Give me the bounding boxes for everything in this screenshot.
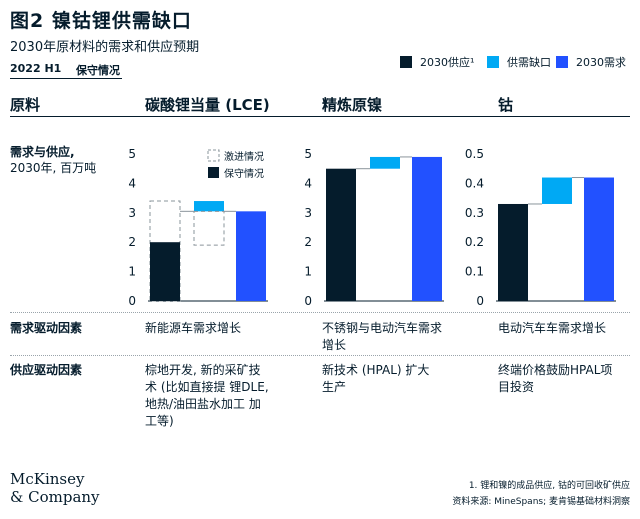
column-header-lithium: 碳酸锂当量 (LCE) [145, 96, 270, 114]
legend-gap-label: 供需缺口 [507, 56, 551, 69]
y-tick-label: 0.4 [465, 176, 484, 190]
column-header-cobalt: 钴 [498, 96, 514, 114]
legend-demand-swatch [556, 56, 568, 68]
row-label-supply-drivers: 供应驱动因素 [10, 363, 83, 377]
inner-legend-conservative-swatch [208, 167, 219, 178]
legend-gap-swatch [487, 56, 499, 68]
y-tick-label: 2 [304, 235, 312, 249]
bar-demand [412, 156, 442, 301]
mckinsey-logo: McKinsey & Company [10, 470, 100, 506]
column-header-nickel: 精炼原镍 [322, 96, 383, 114]
y-tick-label: 2 [128, 235, 136, 249]
column-header-material: 原料 [10, 96, 41, 114]
y-tick-label: 4 [304, 176, 312, 190]
header-rule [10, 78, 122, 79]
bar-gap [370, 156, 400, 169]
accelerated-gap-outline [193, 210, 225, 246]
bar-supply [326, 168, 356, 301]
demand-driver-cobalt: 电动汽车车需求增长 [498, 321, 607, 335]
legend-supply: 2030供应¹ [400, 56, 475, 69]
row-sub-supply-demand: 2030年, 百万吨 [10, 161, 97, 175]
divider-2 [10, 355, 630, 356]
legend-demand-label: 2030需求 [576, 56, 626, 69]
y-tick-label: 3 [304, 206, 312, 220]
logo-line-1: McKinsey [10, 470, 85, 488]
y-tick-label: 5 [128, 147, 136, 161]
bar-demand [236, 211, 266, 301]
row-label-demand-drivers: 需求驱动因素 [10, 321, 83, 335]
inner-legend-conservative-label: 保守情况 [224, 167, 264, 180]
bar-supply [150, 242, 180, 301]
inner-legend-accelerated-swatch [207, 149, 220, 162]
page-title: 图2 镍钴锂供需缺口 [10, 10, 192, 32]
y-tick-label: 0.1 [465, 265, 484, 279]
inner-legend-accelerated-label: 激进情况 [224, 150, 264, 163]
y-tick-label: 0.5 [465, 147, 484, 161]
supply-driver-cobalt: 终端价格鼓励HPAL项目投资 [498, 363, 613, 394]
demand-driver-lithium: 新能源车需求增长 [145, 321, 242, 335]
y-tick-label: 0 [304, 294, 312, 308]
logo-line-2: & Company [10, 488, 100, 506]
y-tick-label: 1 [128, 265, 136, 279]
legend-supply-label: 2030供应¹ [420, 56, 475, 69]
y-tick-label: 5 [304, 147, 312, 161]
y-tick-label: 3 [128, 206, 136, 220]
y-tick-label: 1 [304, 265, 312, 279]
bar-gap [194, 201, 224, 212]
supply-driver-lithium: 棕地开发, 新的采矿技术 (比如直接提 锂DLE, 地热/油田盐水加工 加工等) [145, 363, 269, 428]
divider-1 [10, 312, 630, 313]
chart-cobalt: 0 0.1 0.2 0.3 0.4 0.5 [465, 147, 616, 308]
footnote: 1. 锂和镍的成品供应, 钴的可回收矿供应 [468, 481, 630, 491]
supply-driver-nickel: 新技术 (HPAL) 扩大生产 [322, 363, 430, 394]
demand-driver-nickel: 不锈钢与电动汽车需求增长 [322, 321, 443, 352]
legend-supply-swatch [400, 56, 412, 68]
scenario-label: 保守情况 [76, 64, 120, 77]
chart-nickel: 0 1 2 3 4 5 [304, 147, 444, 308]
row-label-supply-demand: 需求与供应, [10, 145, 75, 159]
source-note: 资料来源: MineSpans; 麦肯锡基础材料洞察 [452, 497, 630, 507]
y-tick-label: 0 [476, 294, 484, 308]
y-tick-label: 0 [128, 294, 136, 308]
legend-gap: 供需缺口 [487, 56, 551, 69]
y-tick-label: 0.3 [465, 206, 484, 220]
bar-demand [584, 177, 614, 301]
bar-supply [498, 203, 528, 301]
bar-gap [542, 177, 572, 204]
period-label: 2022 H1 [10, 62, 62, 75]
table-top-rule [10, 116, 630, 117]
page-subtitle: 2030年原材料的需求和供应预期 [10, 40, 200, 55]
legend-demand: 2030需求 [556, 56, 626, 69]
y-tick-label: 0.2 [465, 235, 484, 249]
y-tick-label: 4 [128, 176, 136, 190]
